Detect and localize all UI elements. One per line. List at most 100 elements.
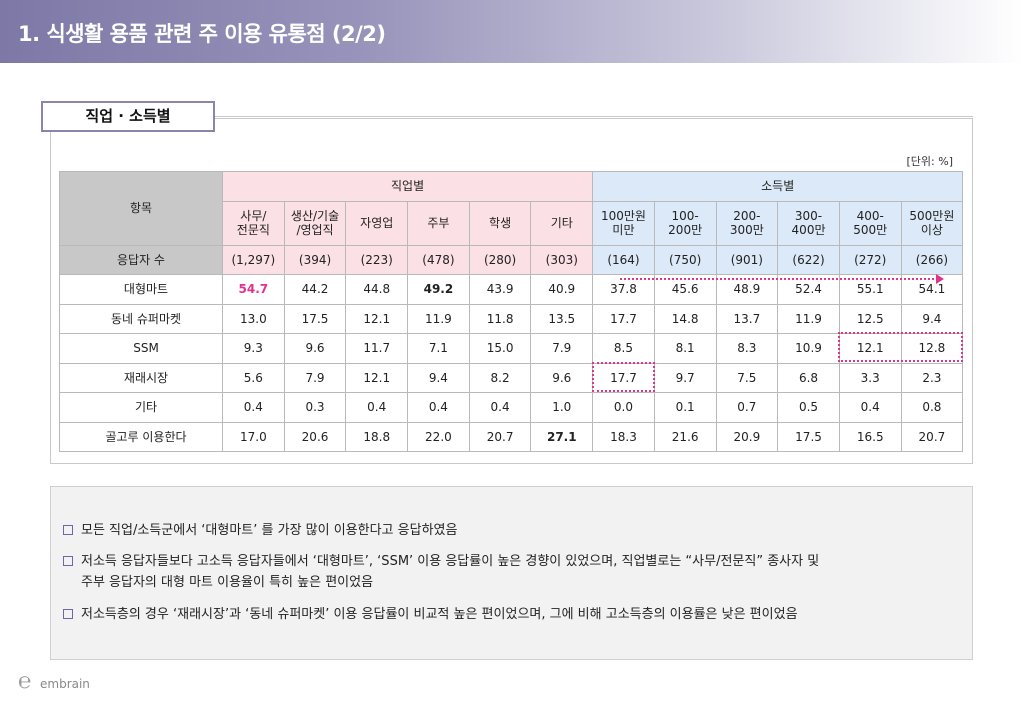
table-cell: 9.7 (653, 362, 717, 393)
row-label: 골고루 이용한다 (59, 421, 223, 452)
checkbox-bullet-icon (63, 525, 73, 535)
section-divider (215, 116, 973, 117)
table-cell: 17.0 (222, 421, 285, 452)
respondents-cell: (164) (592, 244, 655, 275)
table-cell: 0.4 (345, 392, 409, 423)
respondents-cell: (394) (283, 244, 347, 275)
page-title: 1. 식생활 용품 관련 주 이용 유통점 (2/2) (18, 22, 386, 46)
ssm-highlight-box (838, 332, 963, 362)
job-col-header: 생산/기술/영업직 (283, 200, 347, 246)
table-cell: 40.9 (530, 274, 594, 305)
checkbox-bullet-icon (63, 556, 73, 566)
table-cell: 11.9 (407, 303, 470, 334)
table-cell: 9.3 (222, 333, 285, 364)
table-cell: 11.8 (468, 303, 532, 334)
table-cell: 8.2 (468, 362, 532, 393)
table-cell: 2.3 (900, 362, 964, 393)
table-cell: 13.7 (715, 303, 779, 334)
table-cell: 44.2 (283, 274, 347, 305)
table-cell: 43.9 (468, 274, 532, 305)
table-cell: 11.7 (345, 333, 409, 364)
respondents-cell: (622) (777, 244, 840, 275)
table-cell: 5.6 (222, 362, 285, 393)
table-cell: 9.4 (407, 362, 470, 393)
table-cell: 16.5 (838, 421, 902, 452)
table-cell: 0.7 (715, 392, 779, 423)
table-cell: 0.1 (653, 392, 717, 423)
table-cell: 8.3 (715, 333, 779, 364)
table-row: 대형마트 54.7 44.2 44.8 49.2 43.9 40.9 37.8 … (59, 274, 964, 305)
table-cell: 15.0 (468, 333, 532, 364)
income-col-header: 500만원 이상 (900, 200, 964, 246)
row-label: 대형마트 (59, 274, 223, 305)
trend-arrow-line (620, 278, 938, 280)
table-row: SSM 9.3 9.6 11.7 7.1 15.0 7.9 8.5 8.1 8.… (59, 333, 964, 364)
income-group-header: 소득별 (592, 171, 964, 202)
table-cell: 17.5 (283, 303, 347, 334)
table-cell: 12.1 (345, 303, 409, 334)
table-cell: 12.1 (838, 333, 902, 364)
job-col-header: 기타 (530, 200, 594, 246)
job-col-header: 학생 (468, 200, 532, 246)
table-cell: 18.3 (592, 421, 655, 452)
row-label: 재래시장 (59, 362, 223, 393)
respondents-cell: (901) (715, 244, 779, 275)
table-cell: 12.1 (345, 362, 409, 393)
table-cell: 18.8 (345, 421, 409, 452)
table-cell: 0.4 (222, 392, 285, 423)
table-cell: 22.0 (407, 421, 470, 452)
table-cell: 20.7 (468, 421, 532, 452)
market-highlight-box (592, 362, 655, 392)
summary-bullet: 모든 직업/소득군에서 ‘대형마트’ 를 가장 많이 이용한다고 응답하였음 (63, 520, 953, 541)
row-label: 기타 (59, 392, 223, 423)
table-cell: 7.5 (715, 362, 779, 393)
table-row: 골고루 이용한다 17.0 20.6 18.8 22.0 20.7 27.1 1… (59, 421, 964, 452)
row-label: SSM (59, 333, 223, 364)
job-col-header: 사무/전문직 (222, 200, 285, 246)
respondents-cell: (750) (653, 244, 717, 275)
job-col-header: 자영업 (345, 200, 409, 246)
respondents-cell: (223) (345, 244, 409, 275)
table-cell: 0.4 (468, 392, 532, 423)
data-table: 항목 직업별 소득별 사무/전문직 생산/기술/영업직 자영업 주부 학생 기타… (59, 171, 964, 452)
table-cell: 0.5 (777, 392, 840, 423)
table-cell: 8.1 (653, 333, 717, 364)
table-cell: 9.6 (530, 362, 594, 393)
table-cell: 0.8 (900, 392, 964, 423)
table-cell: 20.6 (283, 421, 347, 452)
table-cell: 6.8 (777, 362, 840, 393)
summary-bullet: 저소득 응답자들보다 고소득 응답자들에서 ‘대형마트’, ‘SSM’ 이용 응… (63, 551, 953, 593)
table-cell: 27.1 (530, 421, 594, 452)
trend-arrow-head (936, 274, 944, 284)
table-cell: 13.0 (222, 303, 285, 334)
table-cell: 20.7 (900, 421, 964, 452)
table-cell: 7.9 (283, 362, 347, 393)
table-cell: 17.7 (592, 303, 655, 334)
respondents-cell: (478) (407, 244, 470, 275)
section-tab: 직업 · 소득별 (41, 101, 215, 132)
table-cell: 10.9 (777, 333, 840, 364)
table-row: 기타 0.4 0.3 0.4 0.4 0.4 1.0 0.0 0.1 0.7 0… (59, 392, 964, 423)
income-col-header: 100- 200만 (653, 200, 717, 246)
checkbox-bullet-icon (63, 609, 73, 619)
table-cell: 11.9 (777, 303, 840, 334)
table-cell: 49.2 (407, 274, 470, 305)
item-header: 항목 (59, 171, 223, 246)
row-label: 동네 슈퍼마켓 (59, 303, 223, 334)
respondents-cell: (272) (838, 244, 902, 275)
table-cell: 7.1 (407, 333, 470, 364)
respondents-cell: (1,297) (222, 244, 285, 275)
summary-box: 모든 직업/소득군에서 ‘대형마트’ 를 가장 많이 이용한다고 응답하였음 저… (50, 486, 973, 660)
table-cell: 3.3 (838, 362, 902, 393)
table-cell: 13.5 (530, 303, 594, 334)
table-cell: 0.4 (407, 392, 470, 423)
respondents-label: 응답자 수 (59, 244, 223, 275)
table-cell: 21.6 (653, 421, 717, 452)
summary-bullet: 저소득층의 경우 ‘재래시장’과 ‘동네 슈퍼마켓’ 이용 응답률이 비교적 높… (63, 604, 953, 625)
income-col-header: 400- 500만 (838, 200, 902, 246)
table-cell: 54.7 (222, 274, 285, 305)
income-col-header: 200- 300만 (715, 200, 779, 246)
table-row: 동네 슈퍼마켓 13.0 17.5 12.1 11.9 11.8 13.5 17… (59, 303, 964, 334)
table-cell: 7.9 (530, 333, 594, 364)
table-cell: 0.3 (283, 392, 347, 423)
